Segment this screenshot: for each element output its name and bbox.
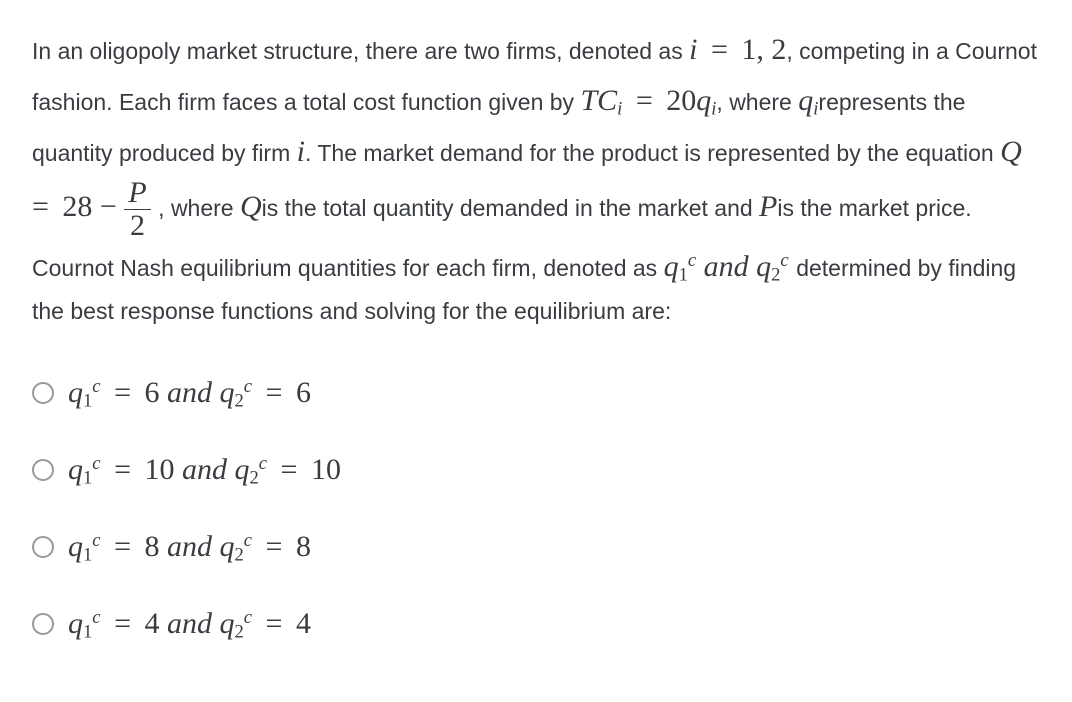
radio-icon[interactable] (32, 536, 54, 558)
fraction: P 2 (124, 177, 150, 241)
question-text: In an oligopoly market structure, there … (32, 24, 1040, 331)
option-1[interactable]: q1c = 6 and q2c = 6 (32, 367, 1040, 418)
radio-icon[interactable] (32, 613, 54, 635)
q-seg3: , where (716, 89, 798, 115)
option-label: q1c = 4 and q2c = 4 (68, 598, 311, 649)
options-list: q1c = 6 and q2c = 6 q1c = 10 and q2c = 10… (32, 367, 1040, 649)
q-m1: i = 1, 2 (689, 33, 786, 66)
option-3[interactable]: q1c = 8 and q2c = 8 (32, 521, 1040, 572)
option-label: q1c = 6 and q2c = 6 (68, 367, 311, 418)
q-m7: P (759, 190, 777, 223)
radio-icon[interactable] (32, 382, 54, 404)
option-2[interactable]: q1c = 10 and q2c = 10 (32, 444, 1040, 495)
q-m4: i (297, 135, 305, 168)
q-seg7: is the total quantity demanded in the ma… (262, 195, 759, 221)
option-label: q1c = 10 and q2c = 10 (68, 444, 341, 495)
q-m6: Q (240, 190, 262, 223)
option-4[interactable]: q1c = 4 and q2c = 4 (32, 598, 1040, 649)
q-seg1: In an oligopoly market structure, there … (32, 38, 689, 64)
q-m8: q1c and q2c (664, 250, 797, 283)
q-m3: qi (798, 84, 818, 117)
option-label: q1c = 8 and q2c = 8 (68, 521, 311, 572)
radio-icon[interactable] (32, 459, 54, 481)
q-seg6: , where (158, 195, 240, 221)
q-seg5: . The market demand for the product is r… (305, 140, 1000, 166)
q-m2: TCi = 20qi (580, 84, 716, 117)
